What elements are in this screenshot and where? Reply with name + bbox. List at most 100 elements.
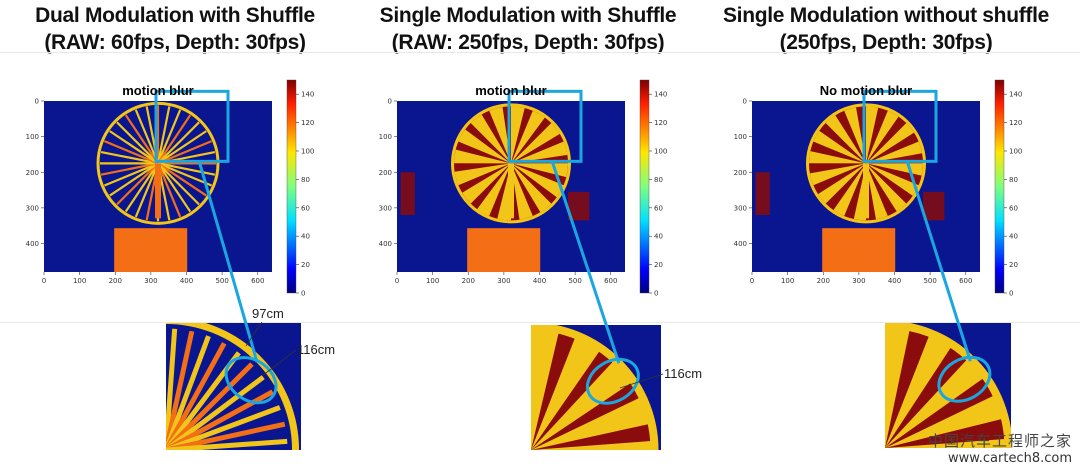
x-tick-label: 200 — [109, 277, 122, 285]
wheel-blade — [511, 123, 560, 164]
colorbar-tick-label: 80 — [301, 176, 310, 184]
y-tick-label: 200 — [26, 169, 39, 177]
plot-title: motion blur — [475, 83, 547, 98]
wheel-blade — [808, 151, 866, 164]
wheel-blade — [489, 107, 511, 164]
x-tick-label: 0 — [42, 277, 46, 285]
wheel-spoke — [109, 130, 159, 165]
depth-map-content — [400, 103, 590, 272]
y-tick-label: 400 — [734, 240, 747, 248]
section-divider — [0, 322, 1080, 323]
inset-blade — [531, 336, 601, 450]
watermark: 中国汽车工程师之家 www.cartech8.com — [928, 430, 1072, 466]
wheel-blade — [853, 163, 866, 221]
wheel-post — [863, 163, 869, 219]
highlight-box — [862, 89, 938, 163]
y-tick-label: 200 — [734, 169, 747, 177]
colorbar-tick-label: 60 — [301, 204, 310, 212]
wheel-blade — [470, 114, 511, 164]
wheel-rim — [451, 103, 571, 224]
wheel-blade — [511, 163, 564, 198]
wheel-spoke — [156, 109, 182, 164]
x-tick-label: 600 — [959, 277, 972, 285]
x-tick-label: 100 — [426, 277, 439, 285]
wheel-blade — [458, 129, 511, 164]
inset-blade — [885, 326, 910, 448]
header-single-noshuffle: Single Modulation without shuffle (250fp… — [706, 2, 1066, 56]
x-tick-label: 300 — [497, 277, 510, 285]
y-tick-label: 100 — [26, 133, 39, 141]
inset-spoke — [166, 405, 281, 450]
callout-leader — [245, 321, 263, 347]
wheel-post — [508, 163, 514, 219]
wheel-blade — [866, 163, 907, 212]
colorbar-tick-label: 20 — [301, 261, 310, 269]
colorbar-tick-label: 40 — [301, 233, 310, 241]
base-box — [114, 228, 188, 272]
x-tick-label: 100 — [73, 277, 86, 285]
x-tick-label: 400 — [180, 277, 193, 285]
wheel-blade — [511, 106, 525, 164]
wheel-blade — [462, 163, 511, 204]
highlight-box — [154, 89, 230, 163]
inset-blade — [885, 358, 985, 448]
wheel-blade — [866, 123, 914, 164]
wheel-spoke — [103, 140, 159, 165]
colorbar-tick-label: 0 — [654, 290, 658, 298]
inset-spoke — [166, 438, 288, 450]
colorbar — [994, 79, 1005, 294]
background-object-right — [568, 191, 590, 221]
y-tick-label: 100 — [734, 133, 747, 141]
callout-label-116cm: 116cm — [664, 366, 702, 381]
callout-label-116cm: 116cm — [297, 342, 335, 357]
colorbar-tick-label: 80 — [654, 176, 663, 184]
wheel-blade — [818, 163, 866, 204]
zoom-connector — [197, 160, 259, 363]
x-tick-label: 200 — [462, 277, 475, 285]
zoom-connector — [905, 160, 972, 362]
base-box — [467, 228, 541, 272]
background-object-right — [923, 191, 945, 221]
wheel-spoke — [157, 130, 207, 165]
wheel-spoke — [103, 162, 159, 187]
callout-leader — [619, 373, 664, 389]
wheel-blade — [809, 163, 866, 186]
background-object-left — [755, 172, 770, 215]
y-tick-label: 0 — [35, 98, 39, 106]
header-line-1: Single Modulation with Shuffle — [379, 4, 677, 27]
inset-blade — [531, 360, 632, 450]
zoom-inset — [166, 323, 301, 450]
wheel-blade — [454, 163, 511, 186]
wheel-blade — [825, 115, 866, 164]
plot-title: No motion blur — [820, 83, 912, 98]
wheel-blade — [511, 110, 545, 164]
zoom-inset — [885, 323, 1011, 448]
wheel-blade — [511, 163, 552, 213]
inset-blade — [531, 397, 650, 450]
inset-spoke — [166, 335, 211, 450]
wheel-spoke — [157, 162, 207, 197]
plot-title: motion blur — [122, 83, 194, 98]
wheel-blade — [866, 141, 923, 164]
wheel-blade — [844, 107, 866, 164]
y-tick-label: 400 — [26, 240, 39, 248]
base-box — [822, 228, 896, 272]
wheel-spoke — [157, 162, 192, 213]
wheel-spoke — [116, 121, 159, 165]
wheel-spoke — [157, 114, 192, 164]
wheel-spoke — [124, 114, 159, 164]
x-tick-label: 600 — [604, 277, 617, 285]
wheel-spoke — [157, 162, 213, 187]
x-tick-label: 0 — [750, 277, 754, 285]
inset-spoke — [166, 362, 254, 450]
inset-rim — [885, 323, 1011, 448]
zoom-connector — [550, 160, 621, 364]
inset-spoke — [166, 330, 195, 450]
header-line-1: Dual Modulation with Shuffle — [35, 4, 315, 27]
watermark-url: www.cartech8.com — [948, 451, 1072, 466]
wheel-blade — [511, 163, 533, 220]
colorbar-tick-label: 0 — [301, 290, 305, 298]
header-single-shuffle: Single Modulation with Shuffle (RAW: 250… — [348, 2, 708, 56]
